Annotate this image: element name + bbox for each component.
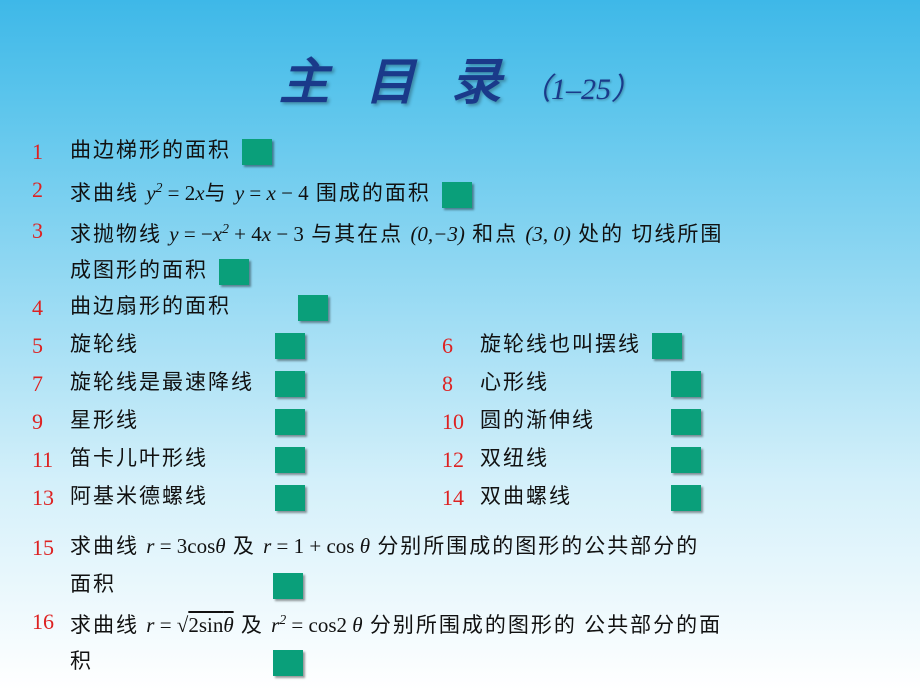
link-box-icon[interactable]	[298, 295, 328, 321]
link-box-icon[interactable]	[671, 447, 701, 473]
item-number: 8	[442, 366, 480, 400]
toc-row-13-14: 13 阿基米德螺线 14 双曲螺线	[32, 480, 900, 518]
link-box-icon[interactable]	[242, 139, 272, 165]
item-text: 积	[70, 645, 303, 677]
toc-item-11: 11 笛卡儿叶形线	[32, 442, 442, 476]
toc-item-12: 12 双纽线	[442, 442, 701, 476]
equation: y2 = 2x	[146, 181, 204, 205]
item-text: 阿基米德螺线	[70, 480, 305, 512]
toc-item-8: 8 心形线	[442, 366, 701, 400]
item-text: 旋轮线是最速降线	[70, 366, 305, 398]
item-text: 心形线	[480, 366, 701, 398]
link-box-icon[interactable]	[275, 447, 305, 473]
item-text: 曲边梯形的面积	[70, 134, 272, 166]
item-number: 7	[32, 366, 70, 400]
link-box-icon[interactable]	[442, 182, 472, 208]
title-main: 主目录	[279, 54, 537, 110]
item-text: 旋轮线	[70, 328, 305, 360]
toc-row-7-8: 7 旋轮线是最速降线 8 心形线	[32, 366, 900, 404]
toc-item-15: 15 求曲线 r = 3cosθ 及 r = 1 + cos θ 分别所围成的图…	[32, 530, 900, 564]
toc-item-16-cont: 积	[32, 645, 900, 677]
toc-item-9: 9 星形线	[32, 404, 442, 438]
link-box-icon[interactable]	[273, 573, 303, 599]
item-number: 12	[442, 442, 480, 476]
title-range: （1–25）	[521, 73, 641, 106]
link-box-icon[interactable]	[275, 409, 305, 435]
toc-item-3: 3 求抛物线 y = −x2 + 4x − 3 与其在点 (0,−3) 和点 (…	[32, 213, 900, 250]
link-box-icon[interactable]	[652, 333, 682, 359]
link-box-icon[interactable]	[275, 371, 305, 397]
item-number: 6	[442, 328, 480, 362]
page-title: 主目录 （1–25）	[0, 0, 920, 134]
item-number: 3	[32, 213, 70, 247]
equation: r = 3cosθ	[146, 534, 225, 558]
toc-item-16: 16 求曲线 r = √2sinθ 及 r2 = cos2 θ 分别所围成的图形…	[32, 604, 900, 641]
item-text: 曲边扇形的面积	[70, 290, 328, 322]
item-text: 旋轮线也叫摆线	[480, 328, 682, 360]
link-box-icon[interactable]	[671, 409, 701, 435]
toc-item-3-cont: 成图形的面积	[32, 254, 900, 286]
toc-content: 1 曲边梯形的面积 2 求曲线 y2 = 2x与 y = x − 4 围成的面积…	[0, 134, 920, 677]
equation: r2 = cos2 θ	[271, 613, 362, 637]
item-number: 11	[32, 442, 70, 476]
item-text: 面积	[70, 568, 303, 600]
equation: y = x − 4	[235, 181, 309, 205]
link-box-icon[interactable]	[671, 485, 701, 511]
item-number: 10	[442, 404, 480, 438]
item-text: 星形线	[70, 404, 305, 436]
item-number: 13	[32, 480, 70, 514]
item-text: 求曲线 r = 3cosθ 及 r = 1 + cos θ 分别所围成的图形的公…	[70, 530, 699, 562]
item-text: 成图形的面积	[70, 254, 249, 286]
item-number: 1	[32, 134, 70, 168]
item-number: 16	[32, 604, 70, 638]
toc-item-6: 6 旋轮线也叫摆线	[442, 328, 682, 362]
toc-row-5-6: 5 旋轮线 6 旋轮线也叫摆线	[32, 328, 900, 366]
link-box-icon[interactable]	[275, 333, 305, 359]
item-number: 5	[32, 328, 70, 362]
item-number: 15	[32, 530, 70, 564]
item-text: 双曲螺线	[480, 480, 701, 512]
link-box-icon[interactable]	[219, 259, 249, 285]
item-text: 求抛物线 y = −x2 + 4x − 3 与其在点 (0,−3) 和点 (3,…	[70, 213, 723, 250]
item-number: 14	[442, 480, 480, 514]
item-text: 双纽线	[480, 442, 701, 474]
item-text: 求曲线 r = √2sinθ 及 r2 = cos2 θ 分别所围成的图形的 公…	[70, 604, 722, 641]
equation: r = 1 + cos θ	[263, 534, 370, 558]
toc-item-13: 13 阿基米德螺线	[32, 480, 442, 514]
toc-item-5: 5 旋轮线	[32, 328, 442, 362]
equation: y = −x2 + 4x − 3	[169, 222, 304, 246]
item-text: 圆的渐伸线	[480, 404, 701, 436]
equation: r = √2sinθ	[146, 613, 233, 637]
link-box-icon[interactable]	[273, 650, 303, 676]
link-box-icon[interactable]	[275, 485, 305, 511]
toc-item-1: 1 曲边梯形的面积	[32, 134, 900, 168]
toc-row-9-10: 9 星形线 10 圆的渐伸线	[32, 404, 900, 442]
item-text: 笛卡儿叶形线	[70, 442, 305, 474]
item-text: 求曲线 y2 = 2x与 y = x − 4 围成的面积	[70, 172, 472, 209]
toc-item-15-cont: 面积	[32, 568, 900, 600]
toc-item-10: 10 圆的渐伸线	[442, 404, 701, 438]
toc-item-2: 2 求曲线 y2 = 2x与 y = x − 4 围成的面积	[32, 172, 900, 209]
item-number: 9	[32, 404, 70, 438]
toc-item-14: 14 双曲螺线	[442, 480, 701, 514]
item-number: 4	[32, 290, 70, 324]
link-box-icon[interactable]	[671, 371, 701, 397]
item-number: 2	[32, 172, 70, 206]
toc-item-7: 7 旋轮线是最速降线	[32, 366, 442, 400]
toc-item-4: 4 曲边扇形的面积	[32, 290, 900, 324]
toc-row-11-12: 11 笛卡儿叶形线 12 双纽线	[32, 442, 900, 480]
